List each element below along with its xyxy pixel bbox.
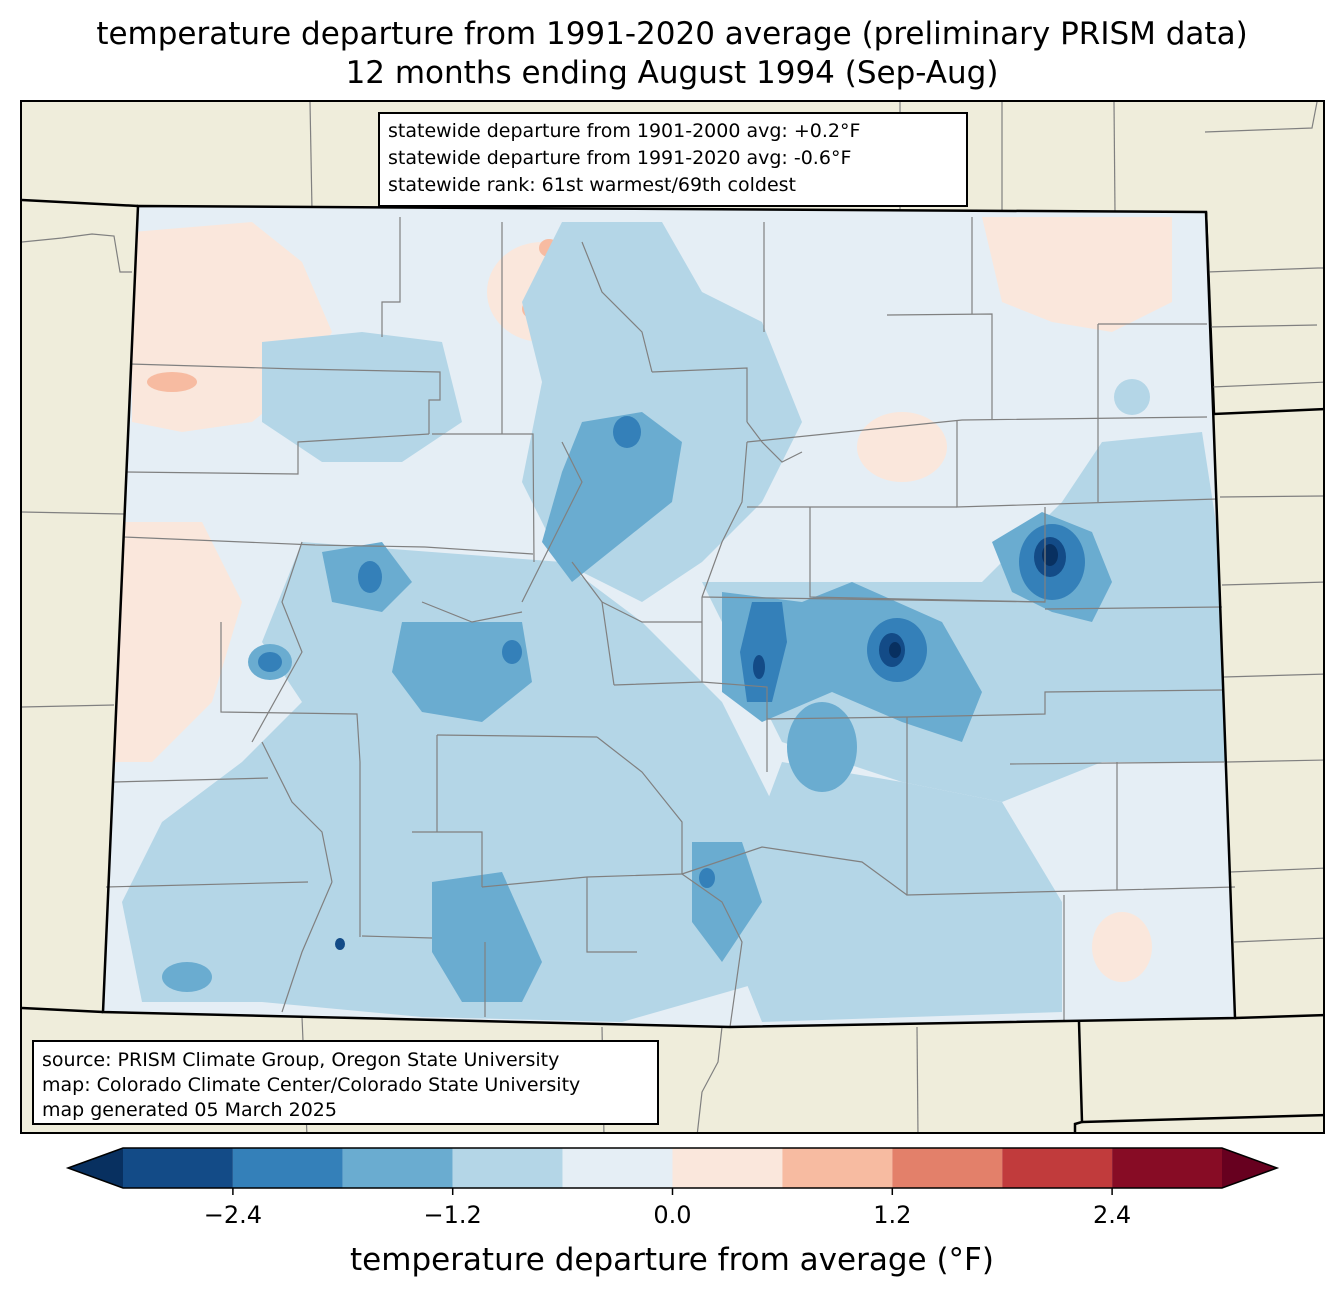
colorado-county-lines: [105, 217, 1236, 1028]
source-line-prism: source: PRISM Climate Group, Oregon Stat…: [42, 1049, 560, 1071]
colorbar-label: temperature departure from average (°F): [350, 1242, 994, 1278]
cool-patches-minus1.8-to-minus1.2: [162, 412, 1112, 1002]
colorbar-tick-label: −1.2: [424, 1201, 482, 1229]
statewide-stats-box: statewide departure from 1901-2000 avg: …: [378, 112, 968, 207]
colorbar-outline: [65, 1147, 1280, 1189]
source-line-map: map: Colorado Climate Center/Colorado St…: [42, 1074, 581, 1096]
colorbar-bin-1: [232, 1148, 343, 1188]
temperature-contours: [112, 217, 1227, 1022]
colorbar-bin-8: [1002, 1148, 1113, 1188]
colorbar-tick-label: 0.0: [653, 1201, 691, 1229]
colorbar-bin-9: [1112, 1148, 1222, 1188]
map-title-line1: temperature departure from 1991-2020 ave…: [96, 16, 1248, 52]
cool-patches-below-minus3: [889, 544, 1058, 658]
map-canvas: [22, 102, 1323, 1132]
source-box: source: PRISM Climate Group, Oregon Stat…: [32, 1040, 659, 1125]
colorbar-bin-5: [672, 1148, 783, 1188]
colorbar-tick-label: −2.4: [204, 1201, 262, 1229]
colorbar-bin-3: [452, 1148, 563, 1188]
colorbar-over-extension: [1222, 1148, 1277, 1188]
stats-line-rank: statewide rank: 61st warmest/69th coldes…: [388, 174, 797, 196]
stats-line-1991-2020: statewide departure from 1991-2020 avg: …: [388, 147, 852, 169]
colorbar-tick-label: 1.2: [873, 1201, 911, 1229]
colorbar-bin-0: [123, 1148, 233, 1188]
colorbar-bin-6: [782, 1148, 893, 1188]
source-line-generated: map generated 05 March 2025: [42, 1099, 337, 1121]
colorbar: −2.4 −1.2 0.0 1.2 2.4: [65, 1147, 1280, 1229]
stats-line-1901-2000: statewide departure from 1901-2000 avg: …: [388, 120, 861, 142]
map-panel: [20, 100, 1325, 1134]
colorbar-bin-7: [892, 1148, 1003, 1188]
colorado-state-border: [101, 204, 1237, 1029]
colorbar-bin-2: [342, 1148, 453, 1188]
cool-patches-minus2.4-to-minus1.8: [258, 416, 1085, 888]
map-title-line2: 12 months ending August 1994 (Sep-Aug): [345, 55, 999, 91]
colorbar-bin-4: [562, 1148, 673, 1188]
colorbar-under-extension: [68, 1148, 123, 1188]
colorbar-tick-label: 2.4: [1093, 1201, 1131, 1229]
